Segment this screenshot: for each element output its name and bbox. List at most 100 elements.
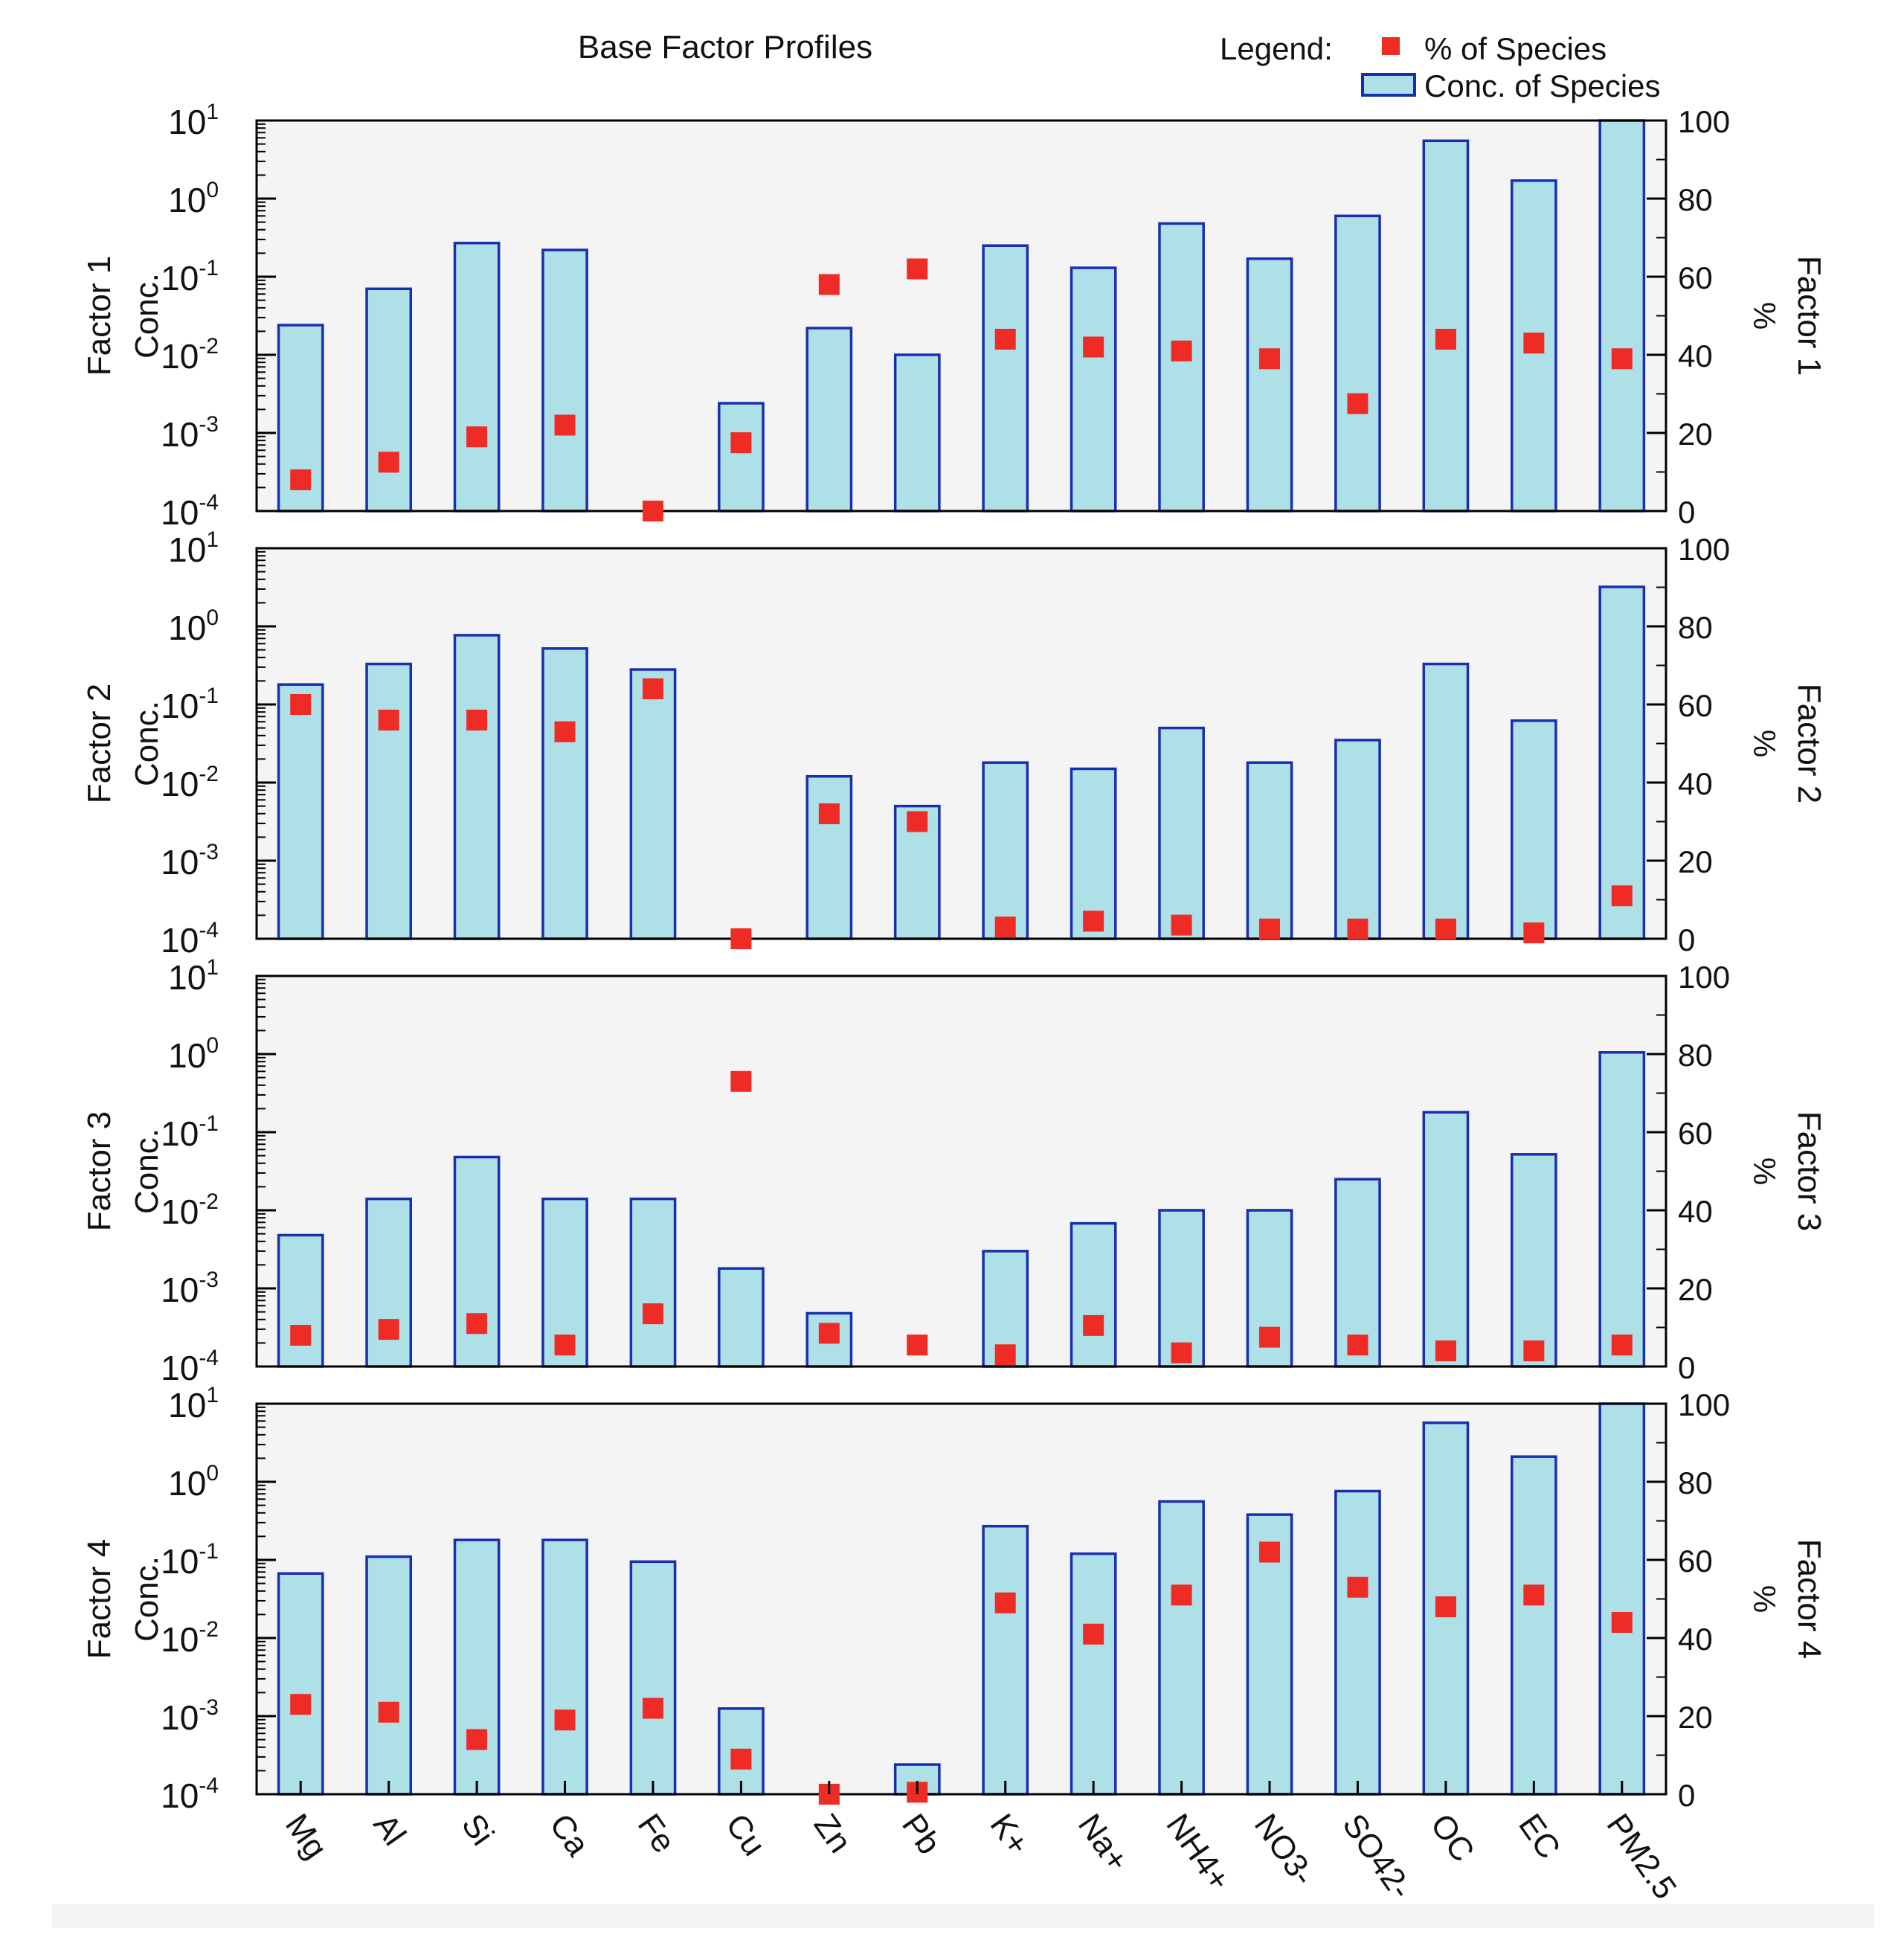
- factor-1-bar-zn: [805, 327, 853, 513]
- factor-1-pct-marker-si: [466, 426, 488, 448]
- factor-1-left-tick-exp: -3: [199, 412, 219, 437]
- legend-marker-pct: [1382, 37, 1400, 55]
- factor-1-pct-marker-oc: [1435, 329, 1456, 350]
- factor-1-left-tick-label: 10-4: [161, 490, 219, 532]
- factor-2-left-tick-base: 10: [168, 530, 206, 569]
- factor-1-left-tick-base: 10: [168, 103, 206, 141]
- factor-2-bar-nh4: [1158, 726, 1205, 940]
- factor-2-pct-marker-si: [466, 710, 488, 730]
- factor-1-bar-ca: [541, 248, 588, 513]
- factor-4-bar-si: [453, 1538, 501, 1796]
- factor-3-pct-marker-no3: [1259, 1326, 1281, 1348]
- factor-2-bar-oc: [1422, 662, 1470, 940]
- factor-2-left-tick-base: 10: [161, 843, 199, 881]
- factor-3-bar-oc: [1422, 1111, 1470, 1368]
- factor-3-left-tick-base: 10: [161, 1114, 199, 1153]
- factor-1-pct-marker-fe: [642, 501, 663, 521]
- factor-2-left-tick-exp: -3: [199, 840, 219, 864]
- factor-4-left-tick-exp: -4: [199, 1773, 219, 1798]
- bottom-strip: [52, 1904, 1874, 1928]
- factor-1-left-tick-base: 10: [161, 493, 199, 532]
- factor-1-right-label: Factor 1: [1791, 256, 1827, 376]
- factor-4-left-tick-exp: -3: [199, 1695, 219, 1720]
- factor-1-panel: 10-410-310-210-1100101020406080100Factor…: [81, 100, 1827, 532]
- factor-3-pct-marker-pb: [907, 1335, 928, 1356]
- factor-2-right-tick-label: 60: [1678, 688, 1713, 723]
- factor-1-pct-marker-so42: [1347, 393, 1368, 414]
- factor-3-pct-marker-na: [1083, 1314, 1104, 1336]
- factor-1-bar-nh4: [1158, 222, 1205, 513]
- factor-4-bar-ca: [541, 1538, 588, 1796]
- factor-4-bar-nh4: [1158, 1500, 1205, 1796]
- factor-4-pct-marker-no3: [1259, 1541, 1281, 1563]
- factor-4-bar-ec: [1510, 1455, 1557, 1796]
- factor-1-left-tick-exp: 0: [206, 178, 219, 202]
- factor-2-right-tick-label: 40: [1678, 766, 1713, 801]
- factor-1-bar-so42: [1334, 214, 1381, 513]
- factor-2-right-label: Factor 2: [1791, 684, 1827, 803]
- factor-4-left-tick-label: 10-2: [161, 1617, 219, 1659]
- legend-label: Legend:: [1220, 31, 1333, 66]
- factor-1-bar-na: [1070, 266, 1117, 513]
- factor-2-right-tick-label: 100: [1678, 532, 1730, 567]
- factor-3-left-tick-exp: -4: [199, 1346, 219, 1370]
- factor-1-left-tick-base: 10: [161, 259, 199, 298]
- factor-1-left-tick-base: 10: [161, 337, 199, 376]
- factor-2-left-tick-exp: 0: [206, 606, 219, 630]
- factor-3-pct-marker-fe: [642, 1303, 663, 1325]
- factor-4-ylabel-line1: Factor 4: [81, 1539, 118, 1659]
- factor-1-right-tick-label: 80: [1678, 182, 1713, 217]
- factor-1-pct-marker-k: [994, 329, 1016, 350]
- factor-3-left-tick-label: 10-4: [161, 1346, 219, 1387]
- factor-3-left-tick-exp: -2: [199, 1189, 219, 1214]
- factor-3-bar-so42: [1334, 1178, 1381, 1368]
- factor-2-left-tick-label: 101: [168, 527, 219, 569]
- factor-2-left-tick-exp: -2: [199, 762, 219, 786]
- factor-4-ylabel-line2: Conc.: [129, 1556, 165, 1642]
- factor-3-pct-marker-nh4: [1171, 1342, 1192, 1364]
- factor-3-ylabel-line1: Factor 3: [81, 1111, 118, 1231]
- factor-1-ylabel-line1: Factor 1: [81, 256, 118, 376]
- factor-1-bar-pb: [893, 353, 941, 513]
- factor-1-pct-marker-pm2-5: [1611, 348, 1633, 370]
- factor-2-pct-marker-fe: [642, 678, 663, 699]
- factor-1-bar-pm2-5: [1598, 119, 1646, 513]
- factor-2-left-tick-label: 100: [168, 606, 219, 647]
- factor-4-left-tick-base: 10: [161, 1620, 199, 1659]
- factor-2-pct-marker-al: [378, 710, 399, 730]
- factor-2-bar-pm2-5: [1598, 585, 1646, 940]
- factor-3-left-tick-label: 10-3: [161, 1268, 219, 1309]
- factor-3-pct-marker-cu: [730, 1070, 752, 1092]
- factor-4-bar-al: [365, 1555, 413, 1796]
- factor-4-panel: 10-410-310-210-1100101020406080100Factor…: [81, 1383, 1827, 1815]
- factor-1-bar-cu: [718, 402, 765, 513]
- factor-4-pct-marker-fe: [642, 1698, 663, 1719]
- factor-3-right-label: Factor 3: [1791, 1111, 1827, 1231]
- factor-2-ylabel-line1: Factor 2: [81, 684, 118, 803]
- factor-2-right-tick-label: 20: [1678, 844, 1713, 879]
- factor-2-left-tick-exp: -4: [199, 918, 219, 942]
- factor-2-pct-marker-k: [994, 916, 1016, 938]
- factor-4-right-tick-label: 60: [1678, 1544, 1713, 1579]
- factor-1-left-tick-label: 100: [168, 178, 219, 219]
- factor-3-panel: 10-410-310-210-1100101020406080100Factor…: [81, 955, 1827, 1387]
- factor-4-left-tick-exp: -2: [199, 1617, 219, 1642]
- factor-1-pct-marker-zn: [818, 274, 840, 295]
- factor-2-left-tick-label: 10-4: [161, 918, 219, 960]
- factor-4-pct-marker-cu: [730, 1748, 752, 1770]
- factor-4-left-tick-label: 101: [168, 1383, 219, 1425]
- factor-4-bar-k: [982, 1524, 1029, 1796]
- factor-3-pct-marker-ec: [1523, 1340, 1545, 1361]
- factor-2-bar-si: [453, 634, 501, 940]
- factor-2-left-tick-label: 10-2: [161, 762, 219, 803]
- factor-1-left-tick-base: 10: [168, 181, 206, 219]
- factor-3-pct-marker-oc: [1435, 1340, 1456, 1361]
- factor-3-right-tick-label: 40: [1678, 1194, 1713, 1229]
- factor-3-ylabel-line2: Conc.: [129, 1128, 165, 1214]
- factor-1-pct-marker-ec: [1523, 333, 1545, 354]
- factor-3-left-tick-exp: -3: [199, 1268, 219, 1292]
- factor-3-pct-marker-ca: [554, 1335, 576, 1356]
- factor-2-panel: 10-410-310-210-1100101020406080100Factor…: [81, 527, 1827, 960]
- factor-4-right-tick-label: 0: [1678, 1778, 1695, 1813]
- factor-4-left-tick-exp: -1: [199, 1539, 219, 1564]
